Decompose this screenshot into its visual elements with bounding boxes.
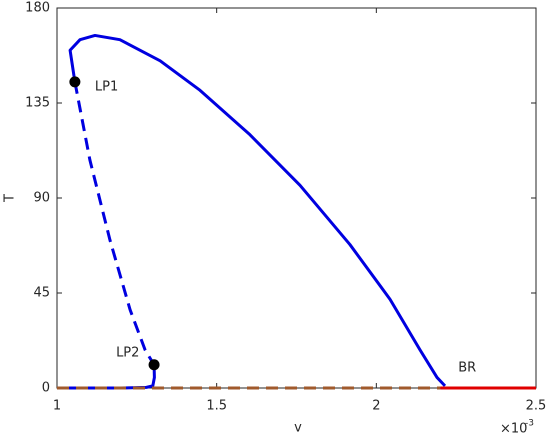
x-multiplier-exponent: -3 [525,419,534,429]
y-axis-label: T [3,194,18,203]
x-tick-label: 2.5 [526,399,547,414]
y-tick-label: 90 [33,191,50,206]
annotation-label: LP1 [95,79,118,94]
x-tick-label: 1.5 [206,399,227,414]
annotation-label: LP2 [116,345,139,360]
series-line [68,33,447,387]
x-tick-label: 1 [53,399,61,414]
series-line [73,81,156,366]
x-axis-label: v [294,421,302,436]
annotation-label: BR [458,361,476,376]
y-tick-label: 0 [42,381,50,396]
x-multiplier: ×10 [500,422,527,437]
x-tick-label: 2 [372,399,380,414]
point-marker [69,76,81,88]
point-marker [148,359,160,371]
plot-area [56,7,537,389]
y-tick-label: 135 [25,96,50,111]
y-tick-label: 45 [33,286,50,301]
series-line [57,364,156,390]
y-tick-label: 180 [25,1,50,16]
